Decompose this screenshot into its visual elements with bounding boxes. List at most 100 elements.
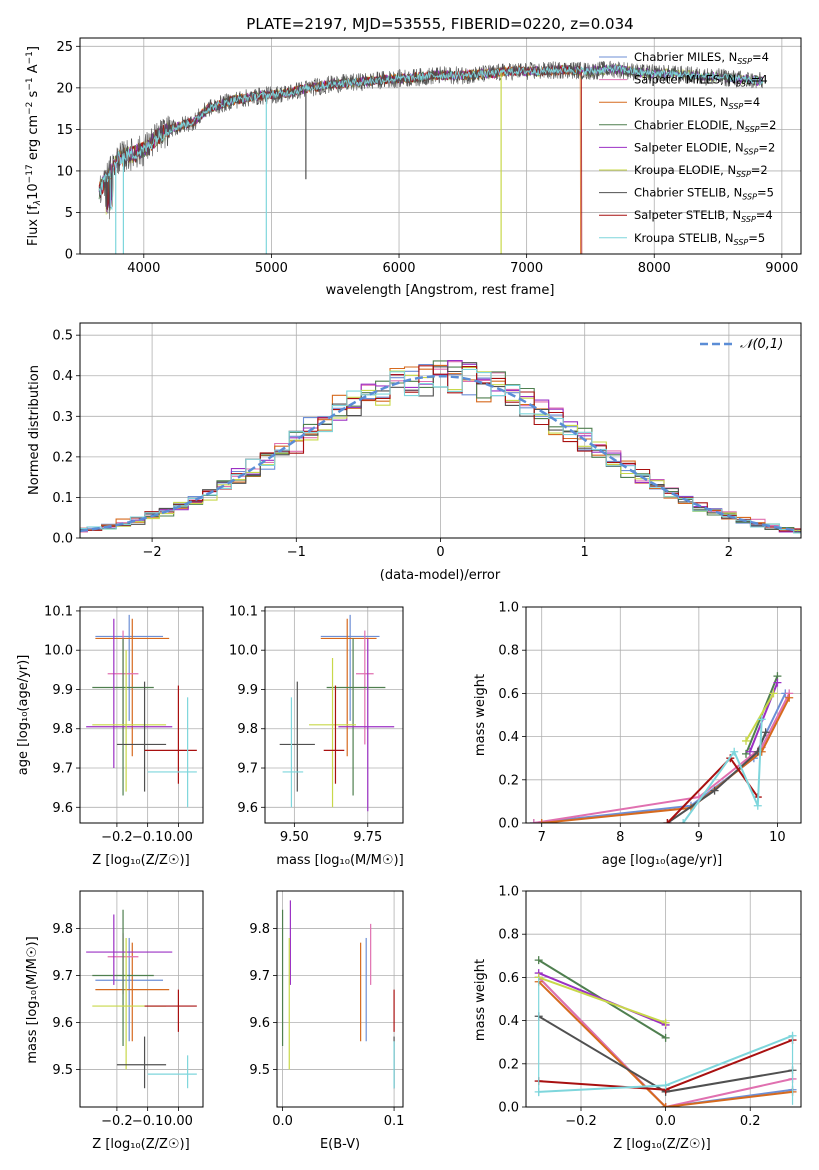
- age_vs_Z-xtick-label: −0.1: [132, 830, 164, 845]
- weight-marker-kroupa-elodie: [769, 689, 778, 698]
- age_vs_mass-xtick-label: 9.75: [353, 830, 382, 845]
- mass_vs_EBV-ytick-label: 9.8: [249, 922, 270, 937]
- mass_vs_Z-xtick-label: −0.1: [132, 1114, 164, 1129]
- weight-line-kroupa-miles: [537, 980, 793, 1107]
- legend-entry-gaussian: 𝒩(0,1): [740, 337, 783, 352]
- weight_vs_Z-ytick-label: 0.0: [498, 1101, 519, 1116]
- weight_vs_Z-ytick-label: 0.6: [498, 971, 519, 986]
- age_vs_Z-ytick-label: 10.1: [44, 604, 73, 619]
- weight-line-salpeter-miles: [533, 692, 791, 823]
- spectrum-xtick-label: 4000: [127, 261, 160, 276]
- residuals-ytick-label: 0.4: [52, 369, 73, 384]
- weight-marker-kroupa-stelib: [661, 1081, 670, 1090]
- weight-marker-chabrier-elodie: [534, 956, 543, 965]
- residuals-axes: −2 −1 0 1 2 0.0 0.1 0.2 0.3 0.4 0.5 𝒩(0,1) (data-mod…: [27, 322, 802, 583]
- mass_vs_Z-axes: −0.2 −0.1 0.00 9.5 9.6 9.7 9.8 Z [log₁₀(Z/Z☉)] m…: [25, 890, 204, 1152]
- weight-line-kroupa-elodie: [745, 692, 775, 742]
- weight_vs_age-frame: [525, 606, 802, 824]
- mass_vs_EBV-ytick-label: 9.7: [249, 969, 270, 984]
- residuals-xtick-label: 2: [725, 545, 733, 560]
- residuals-xtick-label: −2: [143, 545, 162, 560]
- weight_vs_age-ytick-label: 0.4: [498, 730, 519, 745]
- mass_vs_Z-frame: [79, 890, 204, 1108]
- weight-marker-kroupa-stelib: [679, 819, 688, 823]
- legend-entry-value: =4: [751, 73, 768, 87]
- residuals-plot-area: [80, 360, 801, 534]
- mass_vs_Z-grid: [80, 891, 203, 1107]
- spectrum-line-kroupa-stelib: [98, 64, 764, 211]
- age_vs_Z-plot-area: [86, 614, 197, 808]
- ylabel-sup: −1: [25, 77, 35, 90]
- spectrum-ytick-label: 20: [56, 81, 73, 96]
- age_vs_Z-axes: −0.2 −0.1 0.00 9.6 9.7 9.8 9.9 10.0 10.1 Z [log₁₀…: [16, 604, 204, 868]
- weight_vs_Z-grid: [526, 890, 801, 1108]
- weight-age-ylabel: mass weight: [473, 674, 488, 756]
- weight_vs_age-grid: [526, 606, 801, 824]
- weight-marker-kroupa-miles: [661, 1103, 670, 1107]
- spectrum-xtick-label: 8000: [638, 261, 671, 276]
- legend-entry-value: =2: [751, 163, 768, 177]
- age_vs_mass-frame: [264, 606, 404, 824]
- spectrum-ytick-label: 25: [56, 40, 73, 55]
- weight-marker-kroupa-miles: [785, 693, 794, 702]
- weight_vs_Z-xtick-label: −0.2: [565, 1114, 597, 1129]
- weight-line-salpeter-elodie: [538, 972, 666, 1026]
- legend-entry-chabrier-miles: Chabrier MILES, NSSP=4: [634, 50, 769, 66]
- legend-entry-chabrier-stelib: Chabrier STELIB, NSSP=5: [634, 186, 774, 202]
- legend-entry-value: =4: [756, 208, 773, 222]
- figure-title: PLATE=2197, MJD=53555, FIBERID=0220, z=0…: [246, 15, 633, 33]
- mass_vs_EBV-axes: 0.0 0.1 9.5 9.6 9.7 9.8 E(B-V): [249, 890, 404, 1152]
- weight-marker-chabrier-stelib: [710, 786, 719, 795]
- weight_vs_Z-xtick-label: 0.0: [655, 1114, 676, 1129]
- weight-z-ylabel: mass weight: [473, 959, 488, 1041]
- weight_vs_Z-ytick-label: 0.2: [498, 1057, 519, 1072]
- age_vs_mass-ytick-label: 9.8: [237, 722, 258, 737]
- age_vs_mass-ytick-label: 10.1: [229, 604, 258, 619]
- spectrum-ytick-label: 10: [56, 164, 73, 179]
- weight-age-xlabel: age [log₁₀(age/yr)]: [602, 853, 723, 868]
- residuals-ytick-label: 0.3: [52, 410, 73, 425]
- mass_vs_EBV-plot-area: [281, 900, 395, 1089]
- legend-entry-subscript: SSP: [736, 170, 751, 179]
- legend-entry-kroupa-stelib: Kroupa STELIB, NSSP=5: [634, 231, 765, 247]
- mass_vs_Z-ytick-label: 9.7: [52, 969, 73, 984]
- age_vs_Z-ytick-label: 9.7: [52, 762, 73, 777]
- age_vs_Z-ytick-label: 9.6: [52, 801, 73, 816]
- mass_vs_Z-plot-area: [86, 909, 197, 1089]
- weight_vs_Z-xtick-label: 0.2: [740, 1114, 761, 1129]
- mass_vs_EBV-ytick-label: 9.5: [249, 1063, 270, 1078]
- weight-z-xlabel: Z [log₁₀(Z/Z☉)]: [613, 1137, 710, 1152]
- legend-entry-value: =4: [752, 50, 769, 64]
- ylabel-part: Flux [f: [26, 205, 41, 246]
- age_vs_mass-ytick-label: 10.0: [229, 644, 258, 659]
- ylabel-part: erg cm: [26, 115, 41, 164]
- age_vs_Z-grid: [80, 607, 203, 823]
- legend-entry-subscript: SSP: [734, 238, 749, 247]
- ylabel-sub: λ: [33, 200, 43, 206]
- spectrum-legend: Chabrier MILES, NSSP=4 Salpeter MILES, NS…: [599, 50, 776, 247]
- weight_vs_Z-ytick-label: 0.4: [498, 1014, 519, 1029]
- legend-entry-salpeter-miles: Salpeter MILES, NSSP=4: [634, 73, 768, 89]
- mass-z-xlabel: Z [log₁₀(Z/Z☉)]: [92, 1137, 189, 1152]
- weight-marker-salpeter-stelib: [663, 819, 672, 823]
- age_vs_mass-axes: 9.50 9.75 9.6 9.7 9.8 9.9 10.0 10.1 mass [log₁₀(…: [229, 604, 404, 868]
- spectrum-ytick-label: 0: [65, 248, 73, 263]
- spectrum-line-kroupa-miles: [98, 64, 581, 254]
- spectrum-plot-area: [98, 60, 764, 254]
- legend-entry-subscript: SSP: [729, 102, 744, 111]
- mass_vs_EBV-frame: [276, 890, 404, 1108]
- legend-entry-value: =5: [748, 231, 765, 245]
- weight-line-kroupa-stelib: [682, 719, 763, 823]
- legend-entry-value: =4: [743, 95, 760, 109]
- weight-line-chabrier-stelib: [666, 731, 767, 823]
- mass_vs_Z-xtick-label: −0.2: [101, 1114, 133, 1129]
- spectrum-xtick-label: 9000: [765, 261, 798, 276]
- age_vs_mass-grid: [265, 607, 403, 823]
- age-mass-xlabel: mass [log₁₀(M/M☉)]: [276, 853, 403, 868]
- mass-ebv-xlabel: E(B-V): [320, 1137, 360, 1152]
- age-z-xlabel: Z [log₁₀(Z/Z☉)]: [92, 853, 189, 868]
- age_vs_mass-xtick-label: 9.50: [280, 830, 309, 845]
- age_vs_Z-ytick-label: 9.8: [52, 722, 73, 737]
- weight_vs_age-ytick-label: 0.2: [498, 773, 519, 788]
